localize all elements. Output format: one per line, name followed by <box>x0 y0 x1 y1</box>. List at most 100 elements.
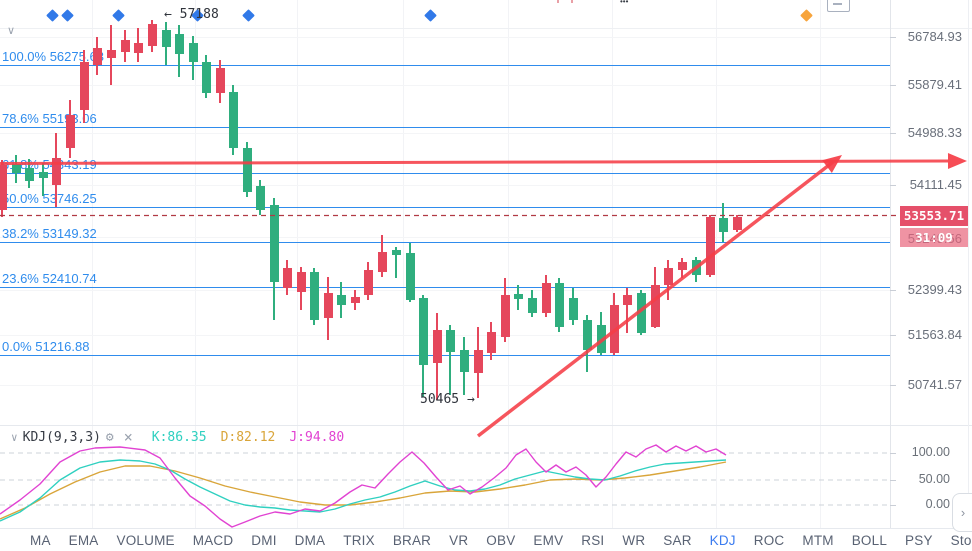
vertical-gridline <box>92 0 93 528</box>
indicator-tab-dma[interactable]: DMA <box>294 532 326 548</box>
candlestick <box>732 217 742 230</box>
indicator-tab-kdj[interactable]: KDJ <box>709 532 736 548</box>
indicator-tab-obv[interactable]: OBV <box>486 532 516 548</box>
expand-panel-button[interactable]: › <box>952 493 972 532</box>
fib-level-label: 38.2% 53149.32 <box>2 226 97 241</box>
kdj-collapse-icon[interactable]: ∨ <box>11 430 18 444</box>
indicator-tab-vr[interactable]: VR <box>449 532 469 548</box>
trend-line[interactable] <box>0 159 949 165</box>
indicator-tab-rsi[interactable]: RSI <box>581 532 605 548</box>
main-legend-collapse-icon[interactable]: ∨ <box>7 25 16 37</box>
kdj-k-curve <box>0 459 727 522</box>
kdj-j-curve <box>0 444 727 528</box>
indicator-tab-roc[interactable]: ROC <box>753 532 785 548</box>
candlestick <box>38 172 48 178</box>
candlestick <box>554 283 564 327</box>
axis-border <box>890 0 891 528</box>
indicator-tab-ema[interactable]: EMA <box>68 532 99 548</box>
candlestick <box>445 330 455 352</box>
candlestick <box>363 270 373 295</box>
indicator-tab-dmi[interactable]: DMI <box>251 532 277 548</box>
horizontal-gridline <box>0 237 890 238</box>
candlestick <box>622 295 632 305</box>
candlestick <box>323 293 333 318</box>
indicator-tab-brar[interactable]: BRAR <box>392 532 432 548</box>
fib-level-label: 23.6% 52410.74 <box>2 271 97 286</box>
candlestick-wick <box>42 163 44 196</box>
vertical-gridline <box>716 0 717 528</box>
candlestick-wick <box>395 247 397 278</box>
axis-price-label: 54111.45 <box>909 177 962 192</box>
kdj-close-icon[interactable]: × <box>123 428 133 446</box>
vertical-gridline <box>195 0 196 528</box>
indicator-tab-mtm[interactable]: MTM <box>802 532 834 548</box>
horizontal-gridline <box>0 133 890 134</box>
vertical-gridline <box>297 0 298 528</box>
indicator-tab-ma[interactable]: MA <box>30 532 51 548</box>
candlestick <box>147 24 157 46</box>
candlestick <box>282 268 292 288</box>
indicator-tab-sar[interactable]: SAR <box>663 532 692 548</box>
kdj-axis-label: 0.00 <box>925 497 950 511</box>
candlestick <box>350 297 360 303</box>
indicator-tab-macd[interactable]: MACD <box>192 532 234 548</box>
fib-level-line[interactable] <box>0 207 890 209</box>
axis-price-label: 54988.33 <box>907 125 962 140</box>
candlestick <box>663 268 673 285</box>
fib-level-line[interactable] <box>0 65 890 67</box>
cropped-text-fragment <box>571 0 573 3</box>
candlestick <box>106 50 116 58</box>
kdj-settings-gear-icon[interactable]: ⚙ <box>105 429 114 445</box>
indicator-tab-wr[interactable]: WR <box>622 532 646 548</box>
candlestick <box>527 298 537 313</box>
axis-tick <box>890 185 896 186</box>
candlestick <box>336 295 346 305</box>
candlestick <box>486 332 496 353</box>
candlestick <box>296 272 306 292</box>
axis-tick <box>890 290 896 291</box>
candlestick <box>228 92 238 148</box>
candlestick <box>377 252 387 272</box>
fib-level-label: 50.0% 53746.25 <box>2 191 97 206</box>
kdj-d-value: D:82.12 <box>220 429 276 445</box>
horizontal-gridline <box>0 37 890 38</box>
candlestick <box>161 30 171 47</box>
candlestick <box>188 43 198 62</box>
fib-level-line[interactable] <box>0 355 890 357</box>
indicator-tab-psy[interactable]: PSY <box>905 532 933 548</box>
candlestick <box>582 320 592 350</box>
trend-arrowhead <box>947 153 967 170</box>
indicator-tab-trix[interactable]: TRIX <box>343 532 375 548</box>
candlestick <box>677 262 687 270</box>
candlestick <box>650 285 660 327</box>
cropped-toolbar-icon[interactable] <box>827 0 850 12</box>
candlestick <box>718 218 728 232</box>
right-edge-border <box>968 0 969 528</box>
indicator-tab-boll[interactable]: BOLL <box>851 532 888 548</box>
countdown-badge: 31:09 <box>900 228 968 247</box>
fib-level-line[interactable] <box>0 173 890 175</box>
fib-level-line[interactable] <box>0 242 890 244</box>
candlestick <box>473 350 483 373</box>
candlestick <box>120 40 130 52</box>
toolbar-separator <box>0 528 972 529</box>
indicator-tab-emv[interactable]: EMV <box>533 532 564 548</box>
fib-level-line[interactable] <box>0 287 890 289</box>
trend-arrowhead <box>822 155 842 173</box>
axis-tick <box>890 480 896 481</box>
indicator-tab-stochrsi[interactable]: StochRSI <box>950 532 972 548</box>
candlestick <box>705 217 715 275</box>
cropped-text-fragment <box>557 0 559 3</box>
kdj-d-curve <box>0 461 727 520</box>
candlestick <box>636 293 646 333</box>
candlestick <box>500 295 510 337</box>
fib-level-line[interactable] <box>0 127 890 129</box>
candlestick-wick <box>449 325 451 395</box>
fib-level-label: 0.0% 51216.88 <box>2 339 90 354</box>
candlestick <box>79 62 89 110</box>
trend-line[interactable] <box>476 160 835 438</box>
candlestick <box>459 350 469 372</box>
indicator-tab-volume[interactable]: VOLUME <box>116 532 175 548</box>
